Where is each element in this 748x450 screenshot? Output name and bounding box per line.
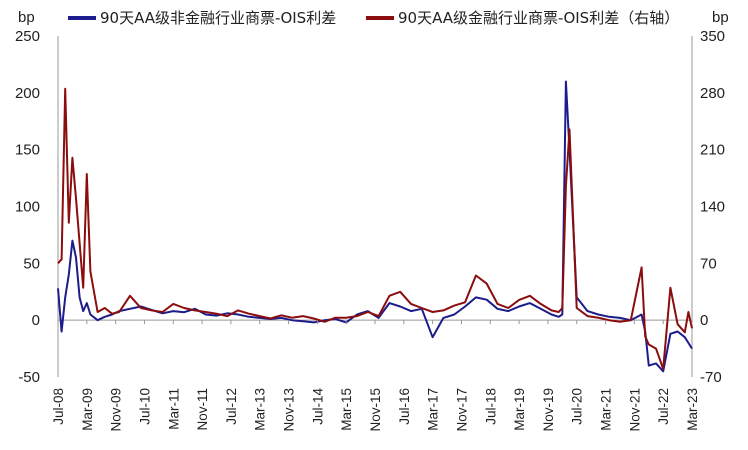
right-tick-label: 140	[700, 199, 725, 216]
left-tick-label: 200	[15, 85, 40, 102]
x-tick-label: Jul-14	[310, 388, 325, 425]
x-tick-label: Nov-21	[627, 388, 642, 432]
left-tick-label: 0	[32, 312, 40, 329]
x-tick-label: Jul-16	[397, 388, 412, 425]
x-tick-label: Jul-10	[137, 388, 152, 425]
x-tick-label: Mar-15	[339, 388, 354, 431]
axes	[57, 36, 693, 377]
left-axis-unit: bp	[18, 9, 35, 26]
x-axis-ticks: Jul-08 Mar-09 Nov-09 Jul-10 Mar-11 Nov-11 Jul-…	[51, 320, 700, 432]
x-tick-label: Mar-19	[512, 388, 527, 431]
x-tick-label: Jul-20	[570, 388, 585, 425]
x-tick-label: Nov-09	[109, 388, 124, 432]
x-tick-label: Nov-11	[195, 388, 210, 431]
x-tick-label: Jul-12	[224, 388, 239, 425]
x-tick-label: Jul-22	[656, 388, 671, 425]
series-line-1	[57, 87, 693, 370]
x-tick-label: Nov-13	[282, 388, 297, 432]
left-tick-label: 250	[15, 28, 40, 45]
left-tick-label: -50	[18, 369, 40, 386]
legend: 90天AA级非金融行业商票-OIS利差 90天AA级金融行业商票-OIS利差（右…	[68, 9, 679, 27]
left-tick-label: 150	[15, 142, 40, 159]
left-tick-label: 100	[15, 199, 40, 216]
x-tick-label: Nov-17	[454, 388, 469, 432]
legend-label-series-1: 90天AA级金融行业商票-OIS利差（右轴）	[398, 9, 679, 27]
x-tick-label: Jul-08	[51, 388, 66, 425]
right-axis-unit: bp	[712, 9, 729, 26]
x-tick-label: Mar-09	[80, 388, 95, 431]
right-tick-label: 210	[700, 142, 725, 159]
right-tick-label: 280	[700, 85, 725, 102]
x-tick-label: Mar-23	[685, 388, 700, 431]
x-tick-label: Mar-17	[426, 388, 441, 431]
x-tick-label: Mar-11	[166, 388, 181, 430]
left-axis-ticks: -50 0 50 100 150 200 250	[15, 28, 40, 386]
right-axis-ticks: -70 0 70 140 210 280 350	[700, 28, 725, 386]
left-tick-label: 50	[23, 255, 40, 272]
legend-label-series-0: 90天AA级非金融行业商票-OIS利差	[100, 9, 336, 27]
series-layer	[57, 80, 693, 373]
right-tick-label: 0	[700, 312, 708, 329]
right-tick-label: 70	[700, 255, 717, 272]
x-tick-label: Mar-21	[599, 388, 614, 431]
right-tick-label: 350	[700, 28, 725, 45]
x-tick-label: Jul-18	[483, 388, 498, 425]
series-line-0	[57, 80, 693, 373]
x-tick-label: Mar-13	[253, 388, 268, 431]
right-tick-label: -70	[700, 369, 722, 386]
x-tick-label: Nov-19	[541, 388, 556, 432]
x-tick-label: Nov-15	[368, 388, 383, 432]
